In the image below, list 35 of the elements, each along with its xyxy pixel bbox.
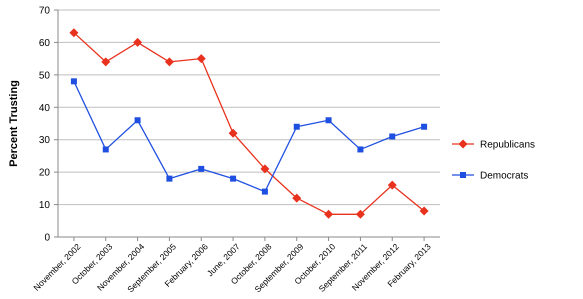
y-tick-label: 40 [38,102,50,114]
point [421,124,428,130]
point [70,78,77,84]
point [292,194,302,203]
point [389,133,396,140]
y-tick-label: 60 [38,38,50,49]
y-axis-title: Percent Trusting [8,80,20,167]
point [260,164,270,174]
point [101,57,110,66]
point [133,38,142,47]
point [166,176,172,182]
point [164,57,174,66]
legend-label: Democrats [480,170,528,182]
point [102,146,109,152]
legend-label: Republicans [480,140,536,150]
y-tick-label: 30 [38,135,50,146]
point [262,188,268,195]
point [356,210,365,219]
point [326,117,332,124]
y-tick-label: 10 [38,200,50,212]
point [388,180,397,190]
y-tick-label: 20 [38,168,50,179]
y-tick-label: 70 [38,6,50,16]
point [420,206,429,216]
point [69,28,78,38]
point [294,124,300,130]
point [230,176,236,182]
point [196,54,206,64]
point [198,166,204,172]
point [134,117,141,124]
point [357,146,364,152]
point [228,128,238,138]
point [324,210,334,219]
y-tick-label: 50 [38,70,50,82]
y-tick-label: 0 [44,232,50,244]
